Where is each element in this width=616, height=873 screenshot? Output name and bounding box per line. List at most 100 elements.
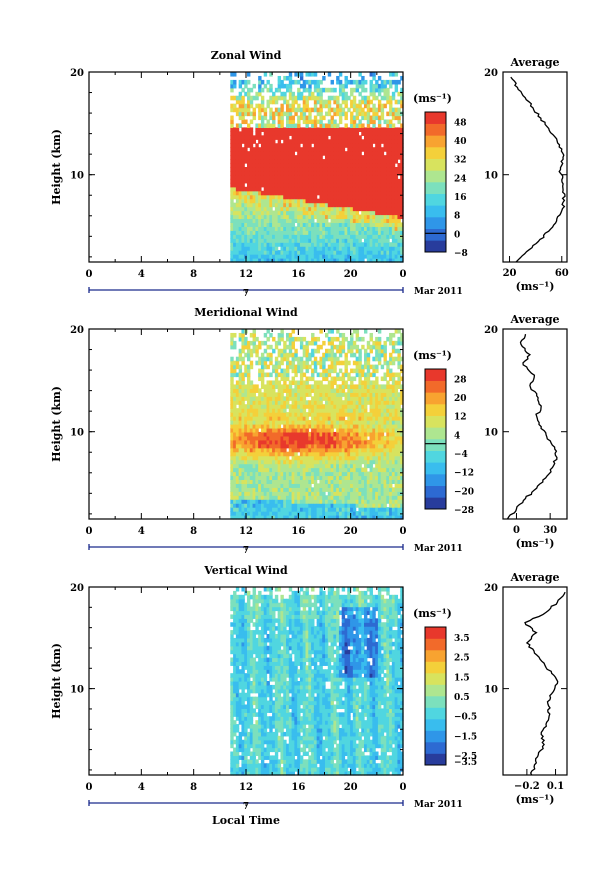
heatmap-cell [327,503,332,508]
heatmap-cell [383,174,387,180]
heatmap-cell [294,507,298,512]
heatmap-cell [322,463,326,469]
heatmap-cell [372,139,376,144]
heatmap-cell [241,503,245,508]
heatmap-cell [266,163,270,168]
heatmap-cell [291,218,295,224]
heatmap-cell [397,222,401,227]
heatmap-cell [319,360,323,366]
heatmap-cell [258,83,262,89]
heatmap-cell [397,206,401,212]
heatmap-cell [230,107,234,113]
heatmap-cell [361,198,365,204]
heatmap-cell [347,491,351,496]
heatmap-cell [235,202,240,208]
heatmap-cell [352,119,357,125]
average-title: Average [509,56,559,69]
heatmap-cell [372,455,376,461]
heatmap-cell [274,230,279,235]
heatmap-cell [274,463,279,469]
heatmap-cell [260,246,265,251]
heatmap-cell [380,258,385,263]
heatmap-cell [361,396,365,401]
heatmap-cell [249,170,254,176]
heatmap-cell [325,230,329,235]
heatmap-cell [308,424,312,429]
heatmap-cell [369,139,373,144]
heatmap-cell [299,336,304,342]
heatmap-cell [247,202,251,208]
heatmap-cell [358,72,362,77]
heatmap-cell [380,139,385,144]
heatmap-cell [383,463,387,469]
heatmap-cell [247,103,251,109]
heatmap-cell [235,127,240,132]
heatmap-cell [247,364,251,370]
heatmap-cell [280,246,284,251]
heatmap-cell [280,155,284,160]
heatmap-cell [305,467,309,473]
heatmap-cell [327,455,332,461]
heatmap-cell [330,214,334,220]
heatmap-cell [235,372,240,378]
heatmap-cell [274,376,279,382]
heatmap-cell [313,147,318,152]
heatmap-cell [325,151,329,156]
heatmap-cell [391,190,396,196]
heatmap-cell [364,115,368,121]
heatmap-cell [372,95,376,101]
heatmap-cell [272,384,276,389]
heatmap-cell [238,495,243,500]
heatmap-cell [266,451,270,457]
heatmap-cell [277,416,282,421]
heatmap-cell [258,515,262,520]
heatmap-cell [305,435,309,441]
heatmap-cell [269,214,273,220]
heatmap-cell [397,246,401,251]
heatmap-cell [394,198,399,204]
heatmap-cell [283,447,287,453]
heatmap-cell [280,258,284,263]
heatmap-cell [255,218,259,224]
heatmap-cell [347,408,351,413]
heatmap-cell [286,451,290,457]
heatmap-cell [238,479,243,484]
heatmap-cell [336,499,340,504]
heatmap-cell [397,214,401,220]
heatmap-cell [311,147,315,152]
heatmap-cell [336,431,340,437]
heatmap-cell [258,131,262,136]
heatmap-cell [302,202,307,208]
heatmap-cell [277,420,282,425]
heatmap-cell [252,159,256,164]
x-tick-label: 12 [239,269,253,280]
heatmap-cell [377,230,382,235]
heatmap-cell [313,424,318,429]
heatmap-cell [386,95,390,101]
heatmap-cell [294,352,298,358]
heatmap-cell [380,127,385,132]
heatmap-cell [366,455,371,461]
heatmap-cell [319,507,323,512]
heatmap-cell [283,471,287,477]
heatmap-cell [238,131,243,136]
heatmap-cell [361,214,365,220]
heatmap-cell [355,151,360,156]
heatmap-cell [260,218,265,224]
heatmap-cell [380,206,385,212]
heatmap-cell [230,214,234,220]
heatmap-cell [288,435,293,441]
heatmap-cell [305,348,309,354]
heatmap-cell [336,459,340,465]
heatmap-cell [247,412,251,417]
heatmap-cell [355,238,360,243]
heatmap-cell [389,254,393,259]
heatmap-cell [238,250,243,255]
heatmap-cell [244,131,248,136]
heatmap-cell [369,515,373,520]
heatmap-cell [322,206,326,212]
heatmap-cell [283,491,287,496]
heatmap-cell [380,348,385,354]
heatmap-cell [235,250,240,255]
heatmap-cell [369,431,373,437]
